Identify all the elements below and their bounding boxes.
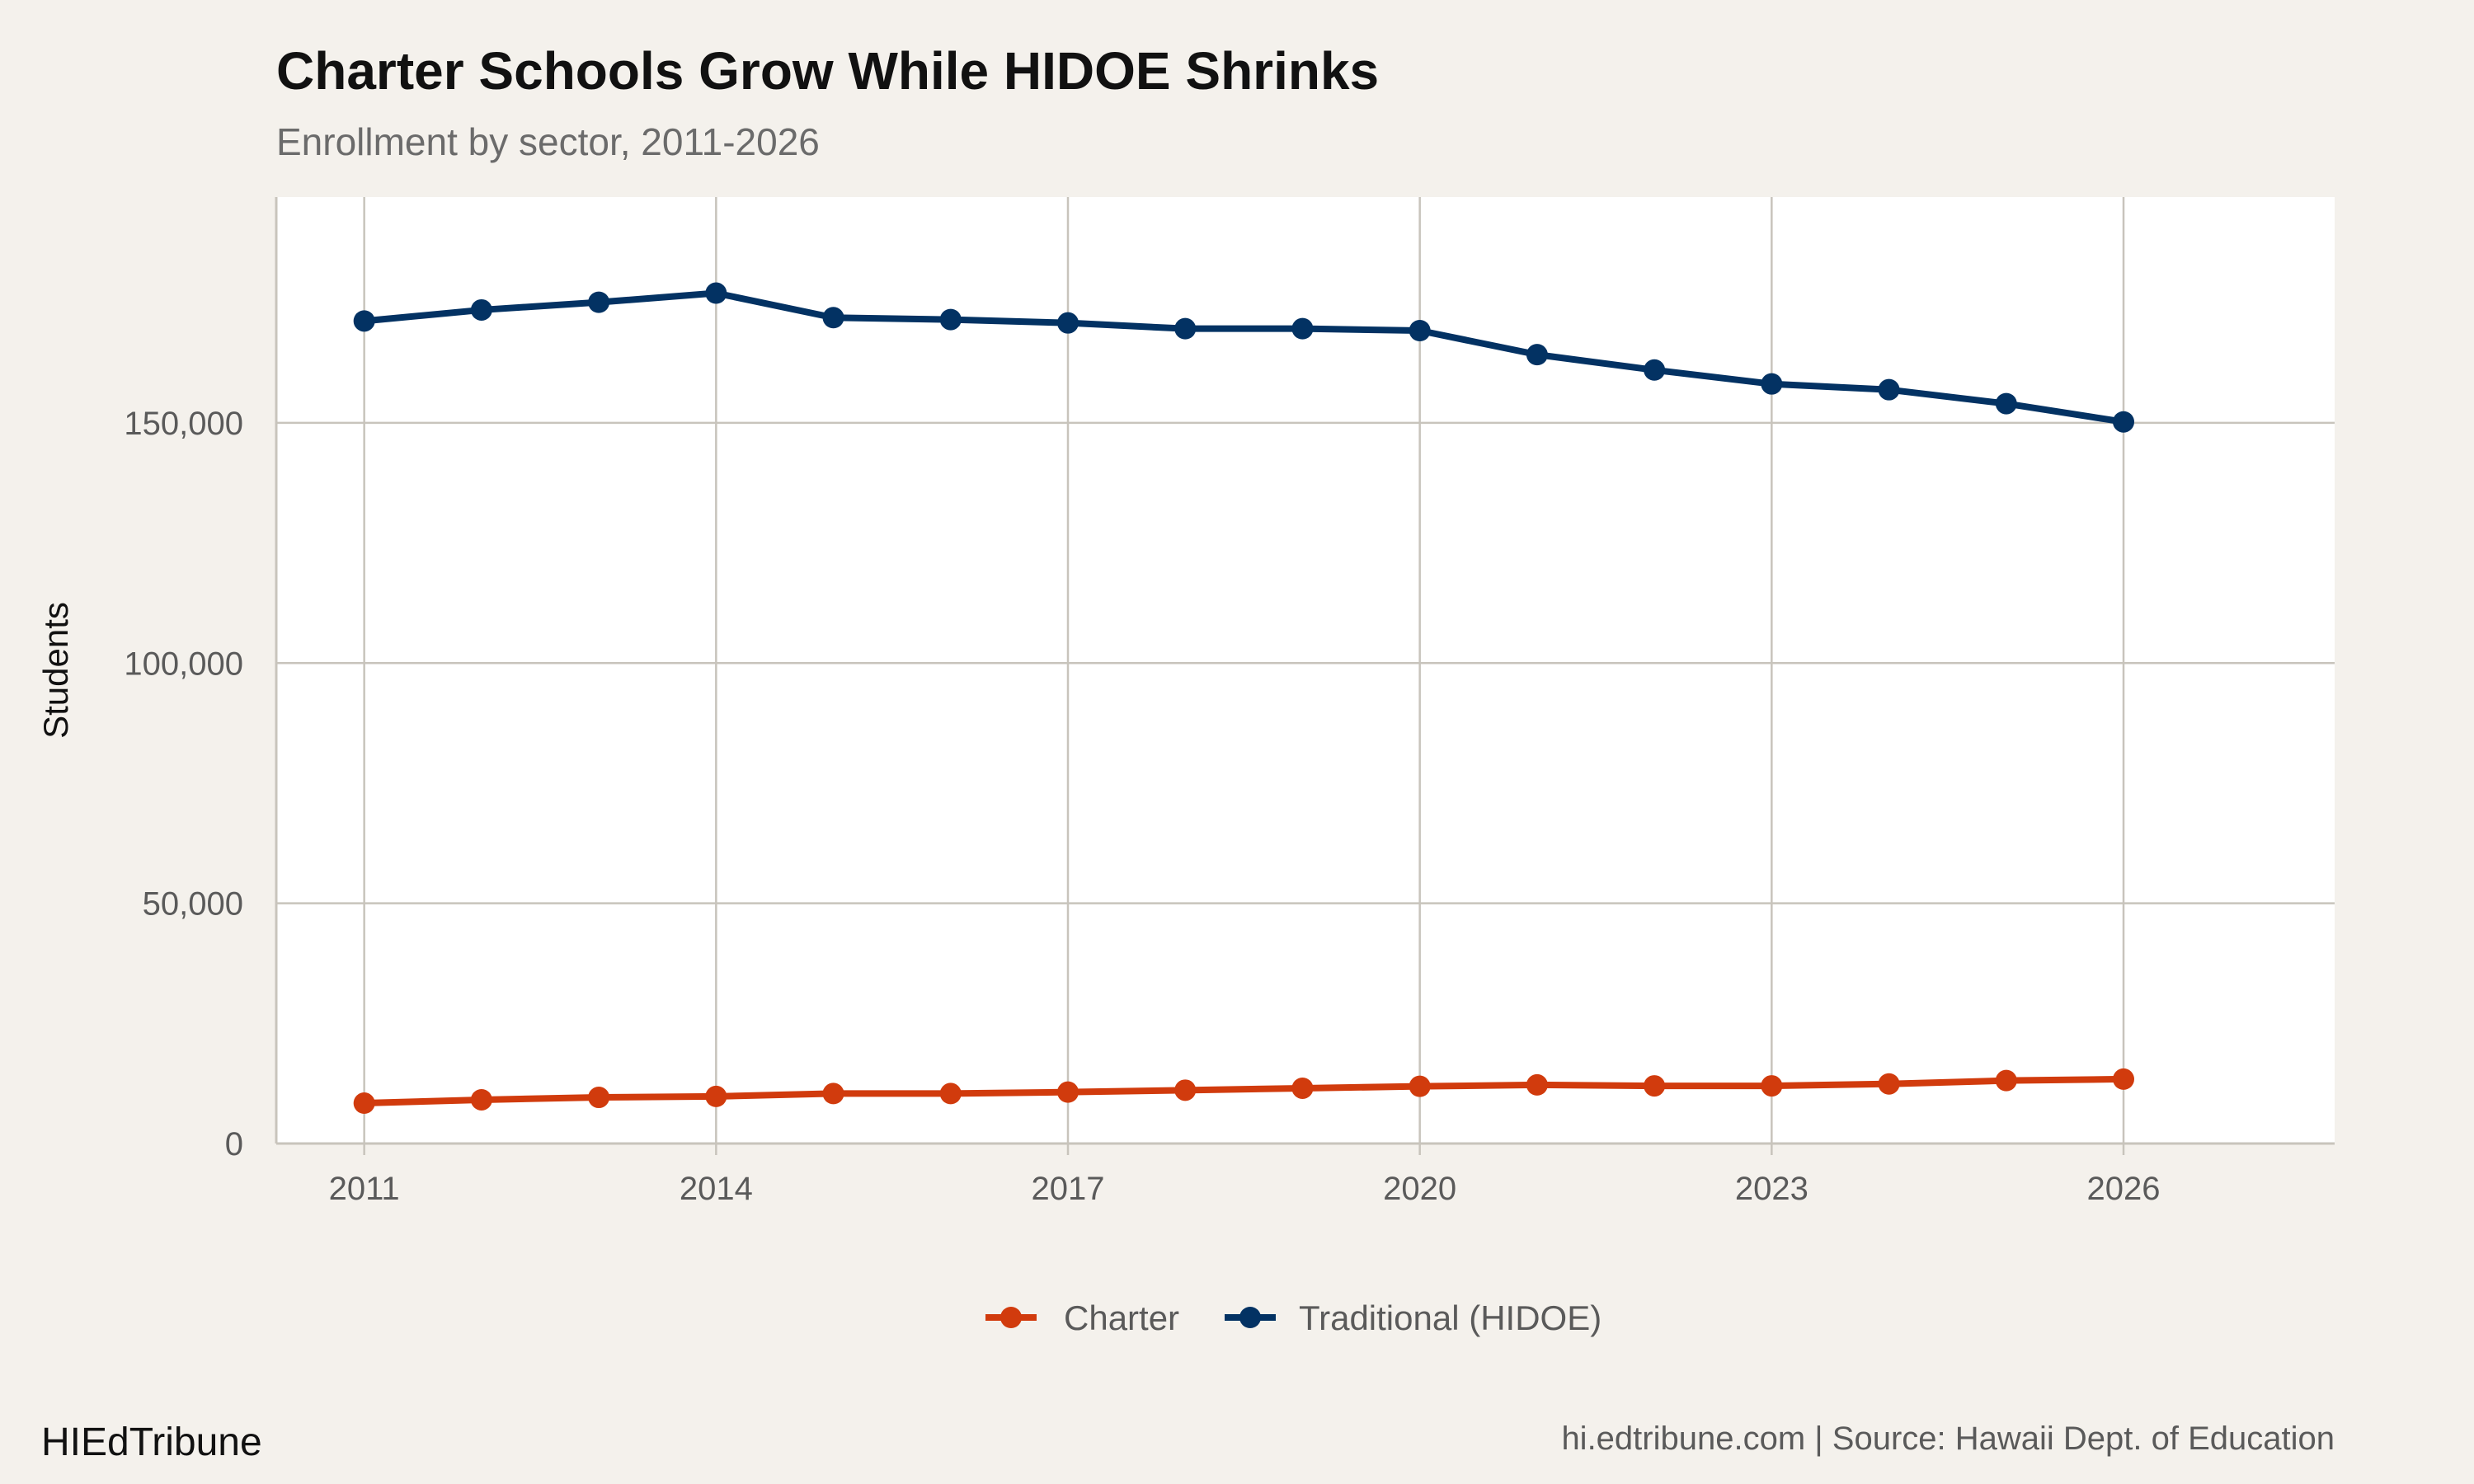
data-point: [353, 310, 375, 332]
data-point: [1878, 1073, 1900, 1095]
data-point: [939, 1082, 962, 1105]
legend-item: Traditional (HIDOE): [1225, 1298, 1602, 1337]
data-point: [1174, 1079, 1197, 1101]
series-charter: [353, 1068, 2134, 1115]
legend: Charter Traditional (HIDOE): [985, 1298, 1602, 1337]
data-point: [588, 291, 610, 313]
series-layer: [353, 282, 2134, 1115]
series-line: [364, 1075, 2124, 1107]
data-point: [1526, 344, 1548, 366]
x-tick-label: 2011: [329, 1171, 400, 1207]
data-point: [1878, 378, 1900, 401]
legend-label: Charter: [1064, 1298, 1179, 1337]
chart-subtitle: Enrollment by sector, 2011-2026: [276, 120, 820, 163]
data-point: [470, 298, 492, 321]
source-caption: hi.edtribune.com | Source: Hawaii Dept. …: [1561, 1421, 2335, 1457]
data-point: [1995, 1069, 2017, 1092]
data-point: [1644, 1075, 1666, 1097]
data-point: [1174, 317, 1197, 340]
plot-panel: [276, 197, 2335, 1144]
data-point: [939, 308, 962, 331]
y-tick-label: 150,000: [124, 406, 243, 442]
data-point: [1291, 1077, 1314, 1099]
x-tick-label: 2020: [1383, 1171, 1456, 1207]
data-point: [1761, 373, 1783, 395]
data-point: [705, 282, 727, 304]
data-point: [1409, 1075, 1431, 1097]
chart-title: Charter Schools Grow While HIDOE Shrinks: [276, 41, 1379, 101]
data-point: [2113, 411, 2134, 433]
legend-item: Charter: [985, 1298, 1179, 1337]
series-line: [364, 289, 2124, 425]
legend-label: Traditional (HIDOE): [1299, 1298, 1602, 1337]
y-tick-label: 50,000: [143, 886, 243, 923]
data-point: [2113, 1068, 2134, 1090]
brand-label: HIEdTribune: [41, 1421, 262, 1464]
data-point: [470, 1088, 492, 1111]
series-traditional: [353, 282, 2134, 433]
data-point: [1057, 1081, 1079, 1103]
data-point: [1995, 392, 2017, 415]
data-point: [705, 1085, 727, 1107]
x-tick-label: 2014: [680, 1171, 753, 1207]
y-tick-labels: 0 50,000 100,000 150,000: [124, 406, 243, 1162]
x-tick-label: 2023: [1735, 1171, 1808, 1207]
data-point: [1057, 312, 1079, 334]
data-point: [1761, 1075, 1783, 1097]
data-point: [822, 1082, 844, 1105]
data-point: [1291, 317, 1314, 340]
x-tick-labels: 2011 2014 2017 2020 2023 2026: [329, 1171, 2161, 1207]
data-point: [1526, 1073, 1548, 1096]
data-point: [588, 1087, 610, 1109]
y-tick-label: 0: [225, 1126, 243, 1162]
y-axis-label: Students: [36, 602, 75, 739]
x-tick-label: 2017: [1032, 1171, 1105, 1207]
legend-key-point: [1000, 1307, 1022, 1328]
data-point: [822, 307, 844, 329]
data-point: [1409, 320, 1431, 342]
legend-key-point: [1239, 1307, 1261, 1328]
data-point: [353, 1092, 375, 1115]
x-tick-label: 2026: [2087, 1171, 2161, 1207]
y-tick-label: 100,000: [124, 646, 243, 682]
data-point: [1644, 359, 1666, 381]
